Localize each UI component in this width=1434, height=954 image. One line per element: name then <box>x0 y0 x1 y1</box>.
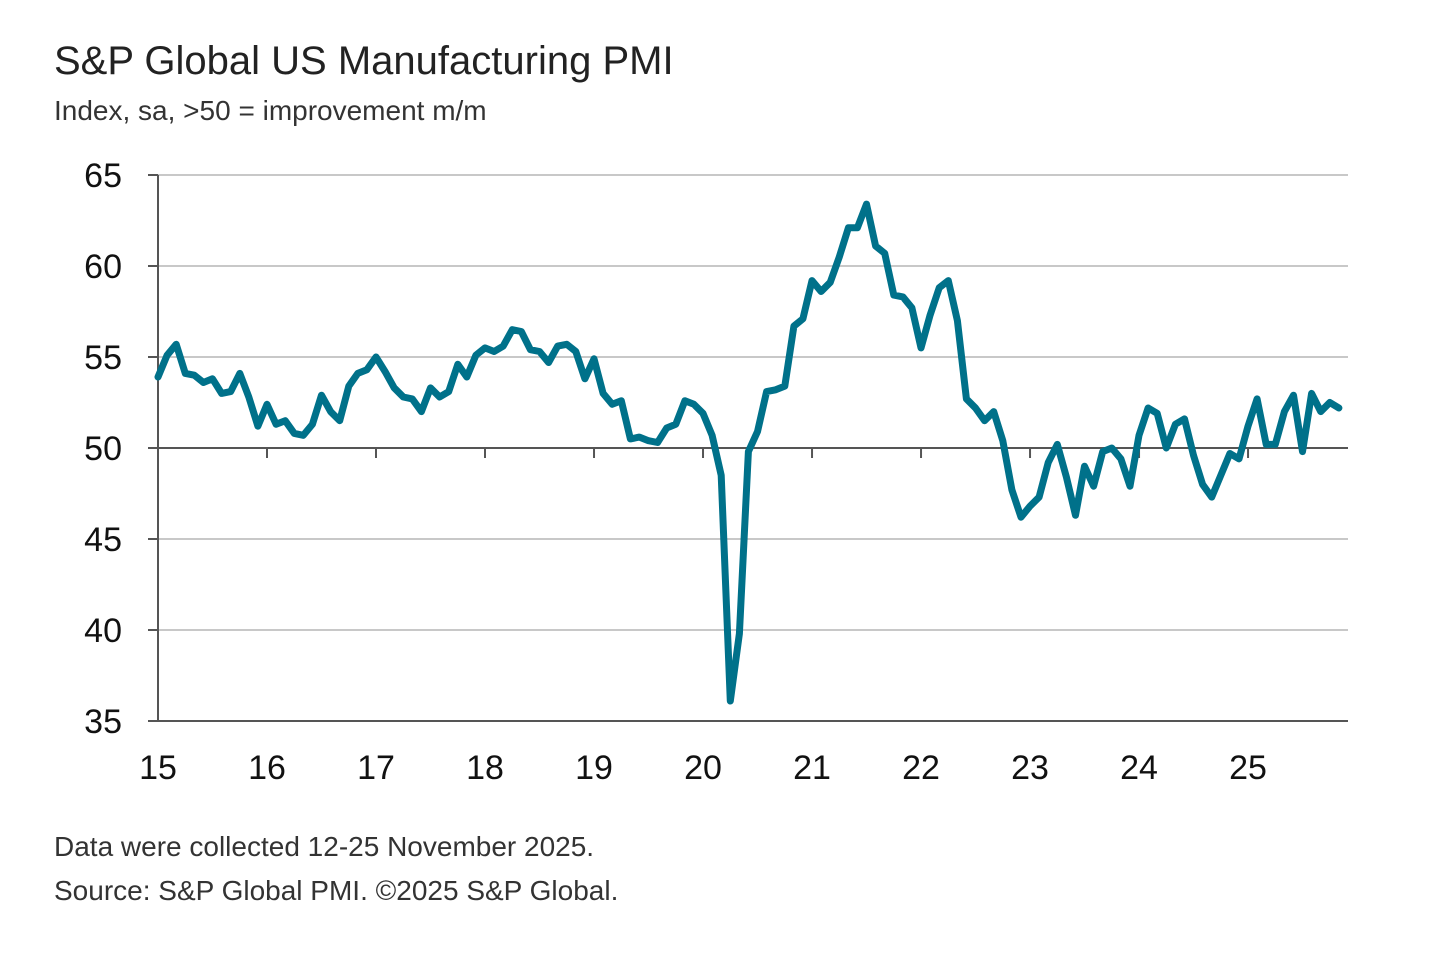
x-tick-label-16: 16 <box>248 749 286 787</box>
x-tick-label-23: 23 <box>1011 749 1049 787</box>
x-tick-label-20: 20 <box>684 749 722 787</box>
y-tick-label-60: 60 <box>84 248 122 286</box>
y-axis-tick-labels: 35 40 45 50 55 60 65 <box>84 157 122 741</box>
x-tick-label-25: 25 <box>1229 749 1267 787</box>
x-axis-tick-labels: 15 16 17 18 19 20 21 22 23 24 25 <box>139 749 1267 787</box>
source-note: Source: S&P Global PMI. ©2025 S&P Global… <box>54 875 619 906</box>
y-tick-label-55: 55 <box>84 339 122 377</box>
x-tick-label-22: 22 <box>902 749 940 787</box>
series-layer <box>154 200 1343 705</box>
x-tick-label-18: 18 <box>466 749 504 787</box>
series-line-0 <box>154 200 1343 705</box>
x-tick-label-19: 19 <box>575 749 613 787</box>
y-tick-label-45: 45 <box>84 521 122 559</box>
gridlines <box>158 174 1348 631</box>
x-tick-label-24: 24 <box>1120 749 1158 787</box>
y-tick-label-65: 65 <box>84 157 122 195</box>
x-tick-label-21: 21 <box>793 749 831 787</box>
x-tick-label-17: 17 <box>357 749 395 787</box>
y-tick-label-40: 40 <box>84 612 122 650</box>
chart-title: S&P Global US Manufacturing PMI <box>54 39 674 83</box>
y-tick-label-50: 50 <box>84 430 122 468</box>
data-collection-note: Data were collected 12-25 November 2025. <box>54 831 595 862</box>
x-tick-label-15: 15 <box>139 749 177 787</box>
chart-subtitle: Index, sa, >50 = improvement m/m <box>54 95 487 126</box>
y-tick-label-35: 35 <box>84 703 122 741</box>
